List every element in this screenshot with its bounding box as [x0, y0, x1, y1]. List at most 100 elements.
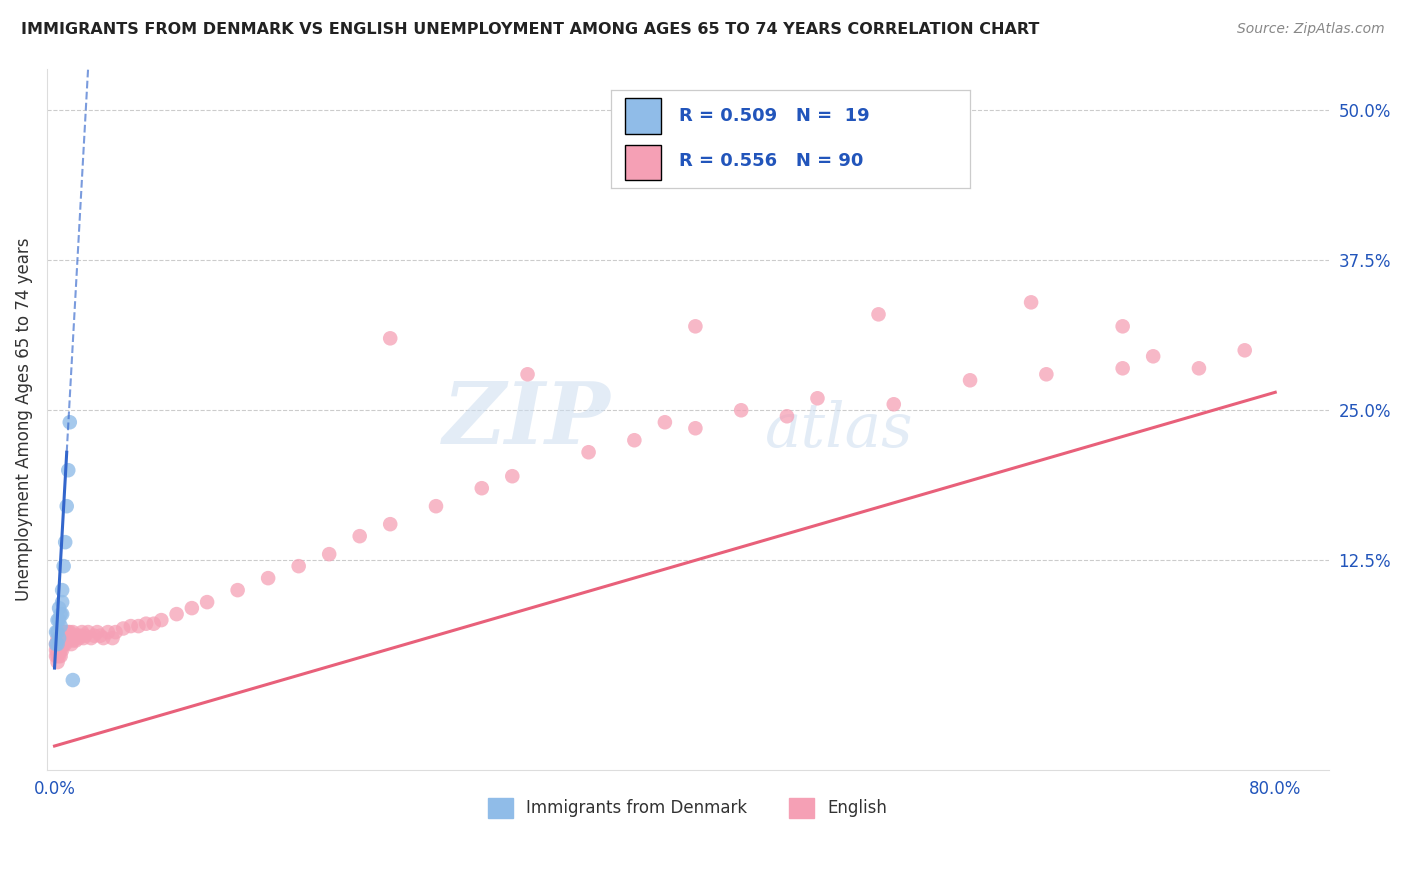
Text: atlas: atlas — [765, 400, 912, 459]
Point — [516, 368, 538, 382]
Point — [349, 529, 371, 543]
Point — [226, 583, 249, 598]
Point — [58, 625, 80, 640]
Point — [1111, 319, 1133, 334]
Point — [48, 649, 70, 664]
Point — [806, 391, 828, 405]
Point — [48, 643, 70, 657]
Point — [49, 643, 72, 657]
Point — [45, 637, 67, 651]
Point — [51, 631, 73, 645]
Point — [730, 403, 752, 417]
Point — [60, 637, 83, 651]
Point — [52, 559, 75, 574]
Point — [776, 409, 799, 424]
Point — [46, 655, 69, 669]
Text: Source: ZipAtlas.com: Source: ZipAtlas.com — [1237, 22, 1385, 37]
Point — [97, 625, 120, 640]
Point — [49, 631, 72, 645]
Point — [1111, 361, 1133, 376]
Legend: Immigrants from Denmark, English: Immigrants from Denmark, English — [481, 791, 894, 825]
Point — [46, 631, 69, 645]
Point — [425, 499, 447, 513]
Point — [654, 415, 676, 429]
Point — [318, 547, 340, 561]
Point — [55, 499, 77, 513]
Point — [287, 559, 309, 574]
Point — [73, 629, 96, 643]
Point — [53, 637, 76, 651]
Text: ZIP: ZIP — [443, 377, 610, 461]
Point — [1188, 361, 1211, 376]
Point — [80, 631, 103, 645]
Point — [883, 397, 905, 411]
Point — [45, 625, 67, 640]
Point — [1035, 368, 1057, 382]
Point — [93, 631, 115, 645]
Point — [66, 629, 89, 643]
Point — [48, 631, 70, 645]
Point — [471, 481, 494, 495]
Point — [623, 434, 645, 448]
Point — [51, 625, 73, 640]
Point — [48, 601, 70, 615]
Point — [58, 631, 80, 645]
Point — [60, 631, 83, 645]
Point — [67, 631, 90, 645]
Point — [72, 631, 94, 645]
Point — [77, 625, 100, 640]
Point — [62, 625, 84, 640]
Point — [45, 643, 67, 657]
Point — [48, 637, 70, 651]
Point — [59, 625, 82, 640]
Point — [578, 445, 600, 459]
Point — [685, 421, 707, 435]
Point — [195, 595, 218, 609]
Point — [101, 631, 124, 645]
Point — [46, 643, 69, 657]
Point — [51, 583, 73, 598]
Point — [48, 631, 70, 645]
Point — [45, 649, 67, 664]
Point — [58, 463, 80, 477]
Point — [135, 616, 157, 631]
Point — [166, 607, 188, 621]
Point — [51, 607, 73, 621]
Point — [59, 631, 82, 645]
Point — [65, 633, 87, 648]
Point — [53, 535, 76, 549]
Point — [685, 319, 707, 334]
Point — [380, 331, 402, 345]
Point — [48, 613, 70, 627]
Point — [49, 619, 72, 633]
Point — [45, 637, 67, 651]
Text: IMMIGRANTS FROM DENMARK VS ENGLISH UNEMPLOYMENT AMONG AGES 65 TO 74 YEARS CORREL: IMMIGRANTS FROM DENMARK VS ENGLISH UNEMP… — [21, 22, 1039, 37]
Point — [62, 633, 84, 648]
Point — [86, 625, 108, 640]
Point — [104, 625, 127, 640]
Point — [868, 307, 890, 321]
Point — [1142, 349, 1164, 363]
Point — [501, 469, 523, 483]
Point — [127, 619, 149, 633]
Point — [120, 619, 142, 633]
Point — [55, 631, 77, 645]
Point — [380, 517, 402, 532]
Point — [53, 631, 76, 645]
Point — [69, 629, 91, 643]
Point — [63, 631, 86, 645]
Point — [1233, 343, 1256, 358]
Point — [180, 601, 202, 615]
Point — [46, 613, 69, 627]
Point — [959, 373, 981, 387]
Point — [52, 631, 75, 645]
Point — [52, 637, 75, 651]
Point — [55, 625, 77, 640]
Point — [51, 637, 73, 651]
Point — [150, 613, 173, 627]
Point — [257, 571, 280, 585]
Point — [53, 625, 76, 640]
Point — [52, 625, 75, 640]
Point — [46, 649, 69, 664]
Point — [70, 625, 93, 640]
